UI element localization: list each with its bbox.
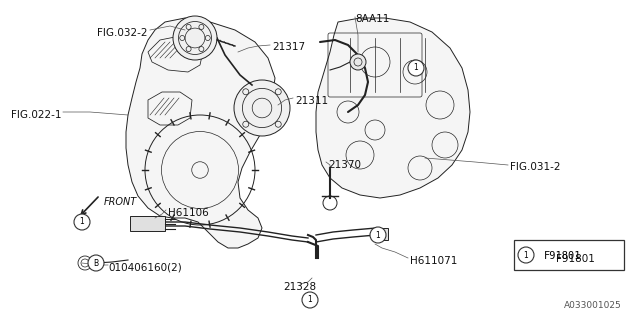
Text: 1: 1 <box>413 63 419 73</box>
Text: F91801: F91801 <box>544 251 582 261</box>
Circle shape <box>88 255 104 271</box>
Text: FRONT: FRONT <box>104 197 137 207</box>
Bar <box>514 240 624 270</box>
Text: 1: 1 <box>524 251 529 260</box>
Text: 21317: 21317 <box>272 42 305 52</box>
Bar <box>376 228 388 240</box>
Text: FIG.032-2: FIG.032-2 <box>97 28 148 38</box>
Text: F91801: F91801 <box>556 254 595 264</box>
Bar <box>130 216 165 231</box>
Circle shape <box>518 247 534 263</box>
Text: 21311: 21311 <box>295 96 328 106</box>
Text: H611071: H611071 <box>410 256 458 266</box>
Text: 010406160(2): 010406160(2) <box>108 263 182 273</box>
Polygon shape <box>126 18 275 248</box>
Circle shape <box>370 227 386 243</box>
Text: 21328: 21328 <box>284 282 317 292</box>
Text: H61106: H61106 <box>168 208 209 218</box>
Circle shape <box>302 292 318 308</box>
Circle shape <box>408 60 424 76</box>
Text: 8AA11: 8AA11 <box>355 14 389 24</box>
Circle shape <box>350 54 366 70</box>
Text: B: B <box>93 259 99 268</box>
Text: 1: 1 <box>308 295 312 305</box>
Text: A033001025: A033001025 <box>564 301 622 310</box>
Text: FIG.022-1: FIG.022-1 <box>12 110 62 120</box>
Circle shape <box>173 16 217 60</box>
Circle shape <box>74 214 90 230</box>
Circle shape <box>234 80 290 136</box>
Polygon shape <box>316 18 470 198</box>
Text: 1: 1 <box>376 230 380 239</box>
Text: 21370: 21370 <box>328 160 361 170</box>
Text: 1: 1 <box>79 218 84 227</box>
Text: FIG.031-2: FIG.031-2 <box>510 162 561 172</box>
